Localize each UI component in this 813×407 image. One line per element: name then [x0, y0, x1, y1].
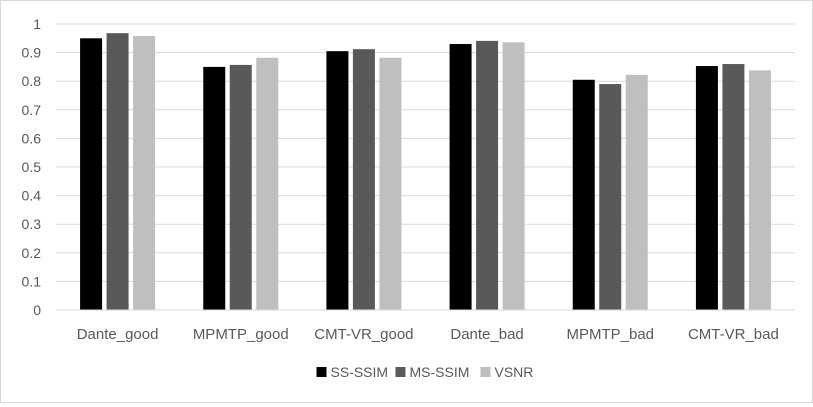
bar-ms-ssim-mpmtp_bad [599, 84, 622, 310]
y-tick-label: 0.3 [22, 216, 42, 232]
y-tick-label: 0.7 [22, 102, 42, 118]
x-category-label: CMT-VR_bad [688, 326, 779, 343]
x-category-label: MPMTP_bad [566, 326, 654, 343]
y-tick-label: 0.5 [22, 159, 42, 175]
bars [80, 33, 771, 311]
gridlines [56, 23, 795, 282]
bar-ss-ssim-dante_bad [449, 44, 472, 311]
legend-label: MS-SSIM [410, 364, 470, 380]
bar-vsnr-mpmtp_good [256, 57, 279, 310]
bar-ms-ssim-cmt-vr_bad [722, 64, 745, 310]
legend-swatch-ss-ssim [316, 367, 327, 377]
bar-ms-ssim-cmt-vr_good [352, 49, 375, 310]
x-axis-categories: Dante_good MPMTP_good CMT-VR_good Dante_bad… [77, 326, 779, 343]
bar-ss-ssim-mpmtp_bad [572, 79, 595, 311]
bar-ms-ssim-mpmtp_good [229, 64, 252, 310]
x-category-label: Dante_bad [450, 326, 523, 343]
legend-label: VSNR [495, 364, 534, 380]
bar-vsnr-dante_bad [502, 42, 525, 310]
bar-ss-ssim-cmt-vr_good [326, 51, 349, 311]
x-category-label: MPMTP_good [193, 326, 289, 343]
y-tick-label: 0.2 [22, 245, 42, 261]
bar-ss-ssim-mpmtp_good [203, 66, 226, 311]
y-tick-label: 0 [33, 302, 41, 318]
y-tick-label: 1 [33, 16, 41, 32]
x-category-label: CMT-VR_good [314, 326, 413, 343]
bar-ms-ssim-dante_bad [476, 40, 499, 311]
x-category-label: Dante_good [77, 326, 159, 343]
bar-vsnr-cmt-vr_good [379, 57, 402, 310]
y-tick-label: 0.9 [22, 45, 42, 61]
bar-vsnr-cmt-vr_bad [748, 70, 771, 310]
bar-ss-ssim-cmt-vr_bad [695, 66, 718, 311]
y-tick-label: 0.4 [22, 188, 42, 204]
bar-vsnr-mpmtp_bad [625, 74, 648, 311]
bar-ms-ssim-dante_good [106, 33, 129, 310]
legend-swatch-vsnr [480, 367, 491, 377]
bar-vsnr-dante_good [133, 36, 156, 311]
bar-ss-ssim-dante_good [80, 38, 103, 311]
legend: SS-SSIM MS-SSIM VSNR [316, 364, 534, 380]
y-tick-label: 0.6 [22, 130, 42, 146]
legend-swatch-ms-ssim [395, 367, 406, 377]
y-tick-label: 0.1 [22, 273, 42, 289]
legend-label: SS-SSIM [331, 364, 389, 380]
y-axis-ticks: 0 0.1 0.2 0.3 0.4 0.5 0.6 0.7 0.8 0.9 1 [22, 16, 42, 318]
y-tick-label: 0.8 [22, 73, 42, 89]
